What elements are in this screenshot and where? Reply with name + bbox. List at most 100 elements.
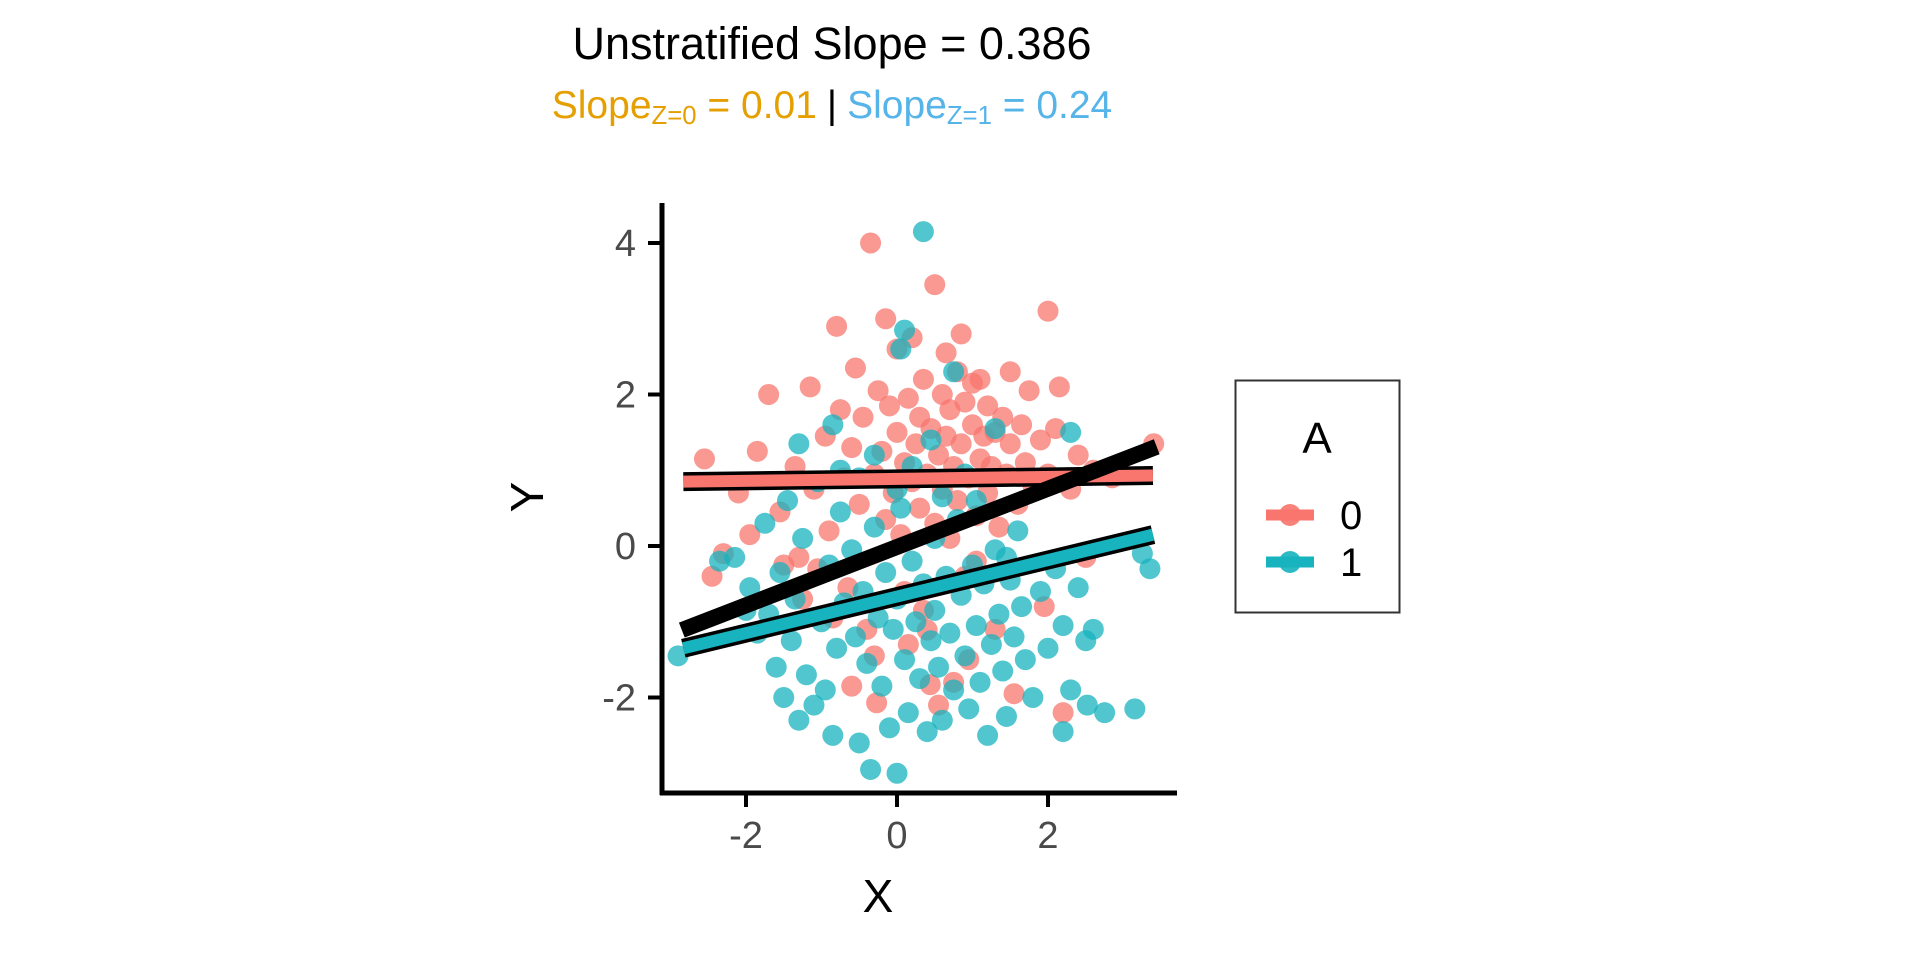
scatter-point-a1 [875, 562, 897, 584]
legend-item-label: 1 [1340, 541, 1362, 585]
scatter-point-a1 [1094, 702, 1116, 724]
scatter-point-a1 [1060, 679, 1082, 701]
scatter-point-a0 [897, 387, 919, 409]
scatter-point-a1 [1037, 637, 1059, 659]
subtitle-slope-z0: SlopeZ=0 = 0.01 [551, 84, 817, 131]
legend-box [1234, 379, 1401, 614]
scatter-point-a1 [863, 516, 885, 538]
scatter-point-a1 [1067, 577, 1089, 599]
x-tick-label: -2 [729, 815, 763, 857]
scatter-point-a1 [803, 694, 825, 716]
scatter-point-a1 [943, 679, 965, 701]
scatter-point-a1 [916, 721, 938, 743]
scatter-point-a0 [1011, 414, 1033, 436]
regression-lines-group [678, 439, 1160, 658]
scatter-point-a1 [890, 338, 912, 360]
scatter-point-a1 [814, 679, 836, 701]
scatter-point-a1 [977, 724, 999, 746]
scatter-point-a0 [852, 406, 874, 428]
scatter-point-a0 [1048, 376, 1070, 398]
scatter-point-a1 [954, 645, 976, 667]
scatter-point-a1 [822, 724, 844, 746]
scatter-point-a0 [758, 384, 780, 405]
regression-line-unstratified [678, 439, 1160, 638]
scatter-point-a1 [754, 512, 776, 534]
scatter-point-a0 [860, 232, 882, 254]
scatter-point-a1 [1052, 721, 1074, 743]
scatter-point-a1 [826, 637, 848, 659]
scatter-point-a1 [980, 633, 1002, 655]
scatter-point-a1 [995, 705, 1017, 727]
scatter-point-a1 [1124, 698, 1146, 720]
scatter-point-a1 [1131, 543, 1153, 565]
scatter-point-a0 [866, 692, 888, 714]
scatter-point-a1 [984, 418, 1006, 440]
legend-group: A 01 [1234, 379, 1401, 614]
scatter-point-a1 [844, 626, 866, 648]
scatter-point-a1 [724, 546, 746, 568]
scatter-point-a1 [894, 649, 916, 671]
scatter-point-a1 [829, 501, 851, 523]
scatter-point-a1 [878, 717, 900, 739]
scatter-point-a0 [909, 497, 931, 519]
scatter-point-a0 [1003, 683, 1025, 705]
scatter-point-a1 [890, 497, 912, 519]
plot-subtitle: SlopeZ=0 = 0.01 | SlopeZ=1 = 0.24 [552, 84, 1112, 131]
scatter-point-a1 [1076, 694, 1098, 716]
scatter-point-a1 [958, 698, 980, 720]
scatter-point-a0 [841, 675, 863, 697]
y-axis-title: Y [501, 482, 553, 513]
scatter-point-a0 [693, 448, 715, 470]
scatter-point-a1 [777, 490, 799, 512]
scatter-point-a1 [739, 577, 761, 599]
scatter-point-a0 [950, 433, 972, 455]
x-tick-label: 0 [886, 815, 907, 857]
scatter-point-a1 [1082, 618, 1104, 640]
scatter-point-a0 [912, 368, 934, 390]
legend-title: A [1302, 414, 1332, 463]
scatter-point-a1 [848, 732, 870, 754]
scatter-point-a0 [818, 520, 840, 542]
axis-titles-group: XY [501, 482, 893, 922]
scatter-point-a1 [822, 414, 844, 436]
scatter-point-a1 [931, 486, 953, 508]
scatter-point-a0 [1029, 429, 1051, 451]
scatter-point-a0 [924, 274, 946, 296]
scatter-point-a1 [931, 709, 953, 731]
scatter-point-a0 [826, 315, 848, 337]
legend-items-group: 01 [1266, 494, 1362, 585]
scatter-point-a1 [792, 527, 814, 549]
scatter-point-a0 [999, 361, 1021, 383]
scatter-point-a0 [878, 395, 900, 417]
scatter-point-a1 [905, 611, 927, 633]
subtitle-slope-z1: SlopeZ=1 = 0.24 [847, 84, 1113, 131]
scatter-point-a1 [1007, 520, 1029, 542]
x-axis-title: X [863, 870, 894, 922]
scatter-point-a0 [988, 516, 1010, 538]
scatter-point-a1 [795, 664, 817, 686]
scatter-point-a1 [860, 758, 882, 780]
scatter-point-a0 [950, 323, 972, 345]
scatter-point-a1 [939, 622, 961, 644]
scatter-point-a1 [1029, 580, 1051, 602]
scatter-point-a0 [844, 357, 866, 379]
legend-key-dot-1 [1279, 551, 1301, 573]
scatter-point-a0 [1052, 702, 1074, 724]
scatter-point-a0 [739, 524, 761, 546]
scatter-point-a1 [988, 603, 1010, 625]
scatter-point-a1 [965, 490, 987, 512]
scatter-point-a1 [769, 562, 791, 584]
scatter-point-a1 [788, 433, 810, 455]
scatter-point-a1 [909, 668, 931, 690]
scatter-point-a0 [1037, 300, 1059, 322]
scatter-point-a1 [871, 675, 893, 697]
scatter-point-a1 [920, 630, 942, 652]
x-tick-label: 2 [1037, 815, 1058, 857]
scatter-point-a0 [1067, 444, 1089, 466]
y-tick-label: 2 [615, 375, 636, 417]
scatter-point-a1 [969, 671, 991, 693]
scatter-point-a1 [912, 221, 934, 243]
scatter-point-a1 [924, 599, 946, 621]
scatter-point-a1 [1003, 626, 1025, 648]
